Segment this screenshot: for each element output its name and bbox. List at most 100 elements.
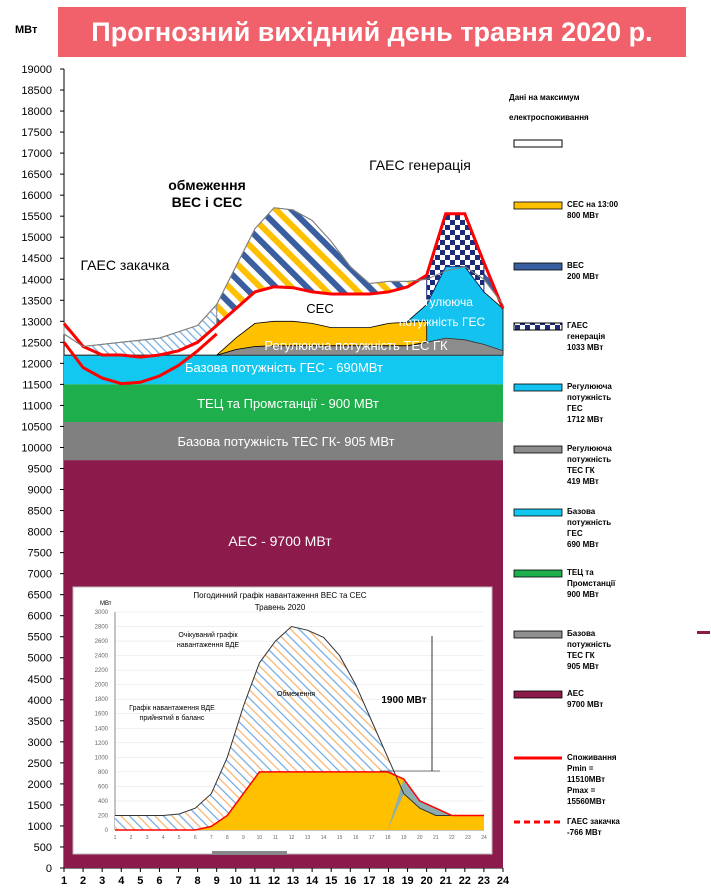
annotation-gaes-generation: ГАЕС генерація [369,157,471,173]
x-tick-label: 16 [344,875,356,887]
y-tick-label: 5500 [28,632,52,644]
legend-label-1: ВЕС [567,261,584,270]
annotation-limit-line2: ВЕС і СЕС [172,194,243,210]
base-layer-3 [64,355,503,385]
legend-label-2: 1033 МВт [567,343,603,352]
y-axis-unit: МВт [15,24,38,36]
inset-x-tick: 23 [465,835,471,841]
inset-y-tick: 1200 [95,741,109,747]
inset-y-tick: 1600 [95,712,109,718]
inset-accepted-line [115,771,484,831]
legend-label-3: Регулююча [567,382,612,391]
inset-x-tick: 24 [481,835,487,841]
inset-x-tick: 5 [178,835,181,841]
legend-label-5: потужність [567,518,611,527]
inset-unit: МВт [100,601,112,607]
inset-y-tick: 600 [98,784,109,790]
legend-label-8: АЕС [567,689,584,698]
legend-label-3: ГЕС [567,404,583,413]
inset-title-line2: Травень 2020 [255,603,306,612]
inset-y-tick: 2800 [95,625,109,631]
legend-swatch-gaes-gen [513,322,563,331]
legend-label-3: потужність [567,393,611,402]
x-tick-label: 11 [249,875,261,887]
inset-y-tick: 3000 [95,610,109,616]
legend-group: Дані на максимум електроспоживання СЕС на … [509,93,710,837]
y-tick-label: 3000 [28,737,52,749]
legend-label-7: 905 МВт [567,662,599,671]
y-tick-label: 13500 [21,295,52,307]
x-tick-label: 22 [459,875,471,887]
legend-label-7: Базова [567,629,596,638]
y-tick-label: 11000 [22,400,52,412]
y-tick-label: 10500 [21,421,52,433]
x-tick-label: 19 [401,875,413,887]
y-tick-label: 17500 [21,127,52,139]
ces-area [216,320,428,356]
legend-swatch-1 [513,262,563,271]
legend-label-6: Промстанції [567,579,616,588]
y-tick-label: 10000 [21,442,52,454]
y-tick-label: 7500 [28,548,52,560]
legend-label-7: потужність [567,640,611,649]
annotation-reg-tes: Регулююча потужність ТЕС ГК [264,338,448,353]
x-tick-label: 8 [195,875,201,887]
inset-tail-area [115,779,484,830]
legend-swatch-6 [513,569,563,578]
annotation-tec: ТЕЦ та Промстанції - 900 МВт [197,396,379,411]
x-tick-label: 15 [325,875,337,887]
y-tick-label: 16000 [21,190,52,202]
y-tick-label: 2500 [28,758,52,770]
y-tick-label: 5000 [28,653,52,665]
inset-label-limit: Обмеження [277,690,315,698]
legend-label-5: Базова [567,507,596,516]
inset-y-tick: 1400 [95,726,109,732]
x-tick-label: 10 [230,875,242,887]
inset-y-tick: 0 [105,828,109,834]
inset-title-line1: Погодинний графік навантаження ВЕС та СЕ… [193,591,366,600]
legend-label-3: 1712 МВт [567,415,603,424]
y-tick-label: 15000 [21,232,52,244]
x-tick-label: 23 [478,875,490,887]
inset-x-tick: 9 [242,835,245,841]
base-layer-2 [64,384,503,423]
y-tick-label: 11500 [22,379,52,391]
inset-y-tick: 2000 [95,683,109,689]
consumption-line [62,212,505,359]
x-tick-label: 12 [268,875,280,887]
y-tick-label: 2000 [28,779,52,791]
inset-y-tick: 1800 [95,697,109,703]
inset-label-expected-2: навантаження ВДЕ [177,642,239,649]
legend-label-9: Pmax = [567,786,596,795]
gaes-pump-line [62,332,218,386]
y-tick-label: 7000 [28,569,52,581]
x-tick-label: 21 [440,875,452,887]
x-tick-label: 17 [363,875,375,887]
y-tick-label: 19000 [21,64,52,76]
annotation-limit-line1: обмеження [168,177,246,193]
legend-swatch-5 [513,508,563,517]
x-tick-label: 4 [118,875,125,887]
legend-label-0: СЕС на 13:00 [567,200,619,209]
y-tick-label: 6500 [28,590,52,602]
inset-x-tick: 4 [162,835,165,841]
inset-y-tick: 400 [98,799,109,805]
inset-x-tick: 15 [337,835,343,841]
x-tick-label: 13 [287,875,299,887]
annotation-gaes-pump: ГАЕС закачка [81,257,170,273]
y-tick-label: 8500 [28,506,52,518]
legend-label-5: 690 МВт [567,540,599,549]
inset-x-tick: 13 [305,835,311,841]
inset-y-tick: 2600 [95,639,109,645]
y-tick-label: 18500 [21,85,52,97]
x-tick-label: 7 [175,875,181,887]
y-tick-label: 12500 [21,337,52,349]
inset-expected-line [115,625,484,816]
legend-swatch-8 [513,690,563,699]
y-tick-label: 0 [46,863,52,875]
inset-scrollbar [212,851,287,855]
legend-label-6: 900 МВт [567,590,599,599]
inset-y-tick: 2400 [95,654,109,660]
